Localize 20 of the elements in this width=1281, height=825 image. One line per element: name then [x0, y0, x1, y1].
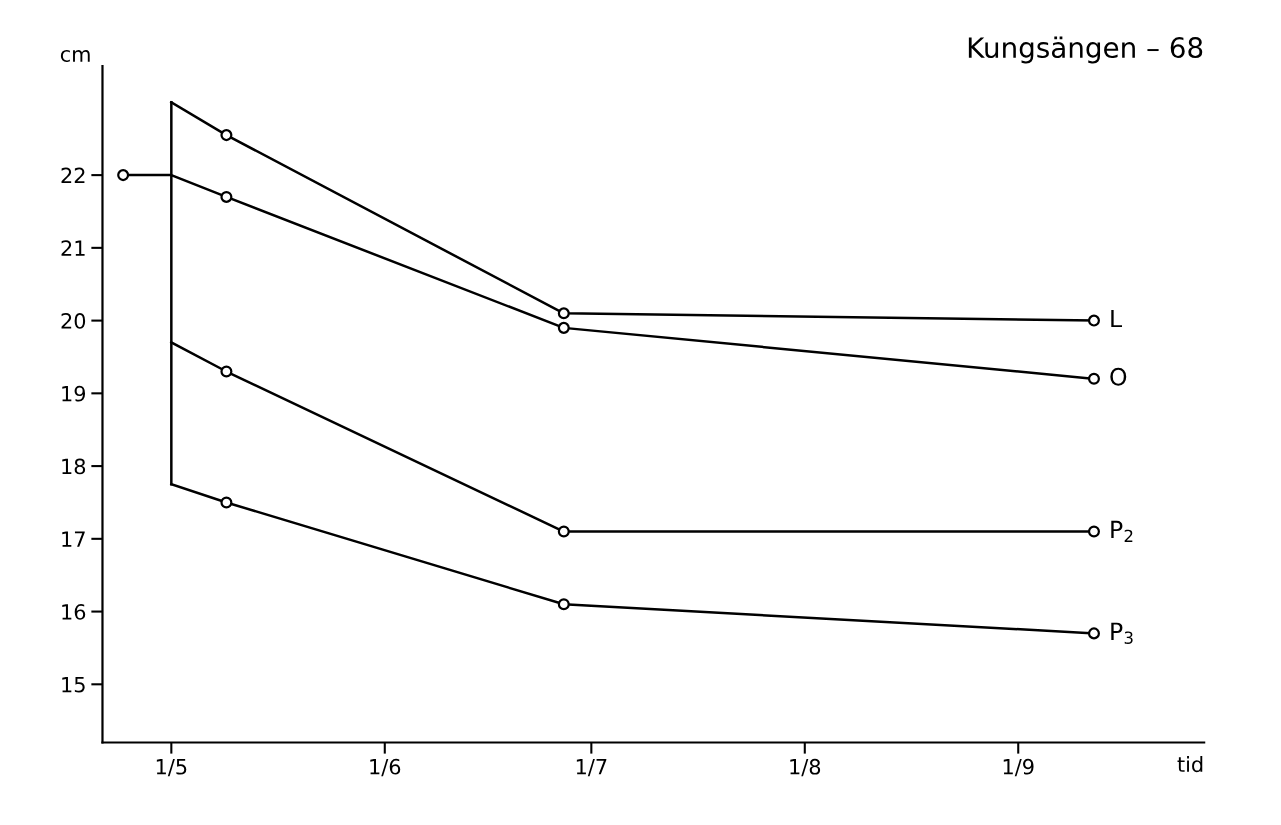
y-axis-title: cm: [60, 50, 90, 62]
series-label: O: [1110, 367, 1127, 386]
chart-title: Kungsängen – 68: [968, 36, 1203, 64]
series-label: P$_{3}$: [1111, 622, 1133, 644]
y-tick-label: 22: [61, 167, 85, 184]
x-tick-label: 1/9: [1003, 758, 1034, 777]
y-tick-label: 17: [62, 531, 85, 547]
y-tick-label: 15: [62, 677, 85, 693]
y-tick-label: 20: [61, 313, 86, 329]
y-tick-label: 16: [62, 604, 86, 620]
series-label: L: [1111, 309, 1123, 328]
x-tick-label: 1/8: [790, 758, 821, 777]
x-tick-label: 1/7: [576, 759, 607, 777]
x-axis-title: tid: [1177, 756, 1203, 773]
series-label: P$_{2}$: [1111, 520, 1133, 542]
y-tick-label: 19: [62, 385, 86, 402]
y-tick-label: 18: [62, 458, 86, 475]
y-tick-label: 21: [61, 240, 85, 256]
x-tick-label: 1/5: [156, 759, 187, 777]
x-tick-label: 1/6: [370, 758, 401, 777]
